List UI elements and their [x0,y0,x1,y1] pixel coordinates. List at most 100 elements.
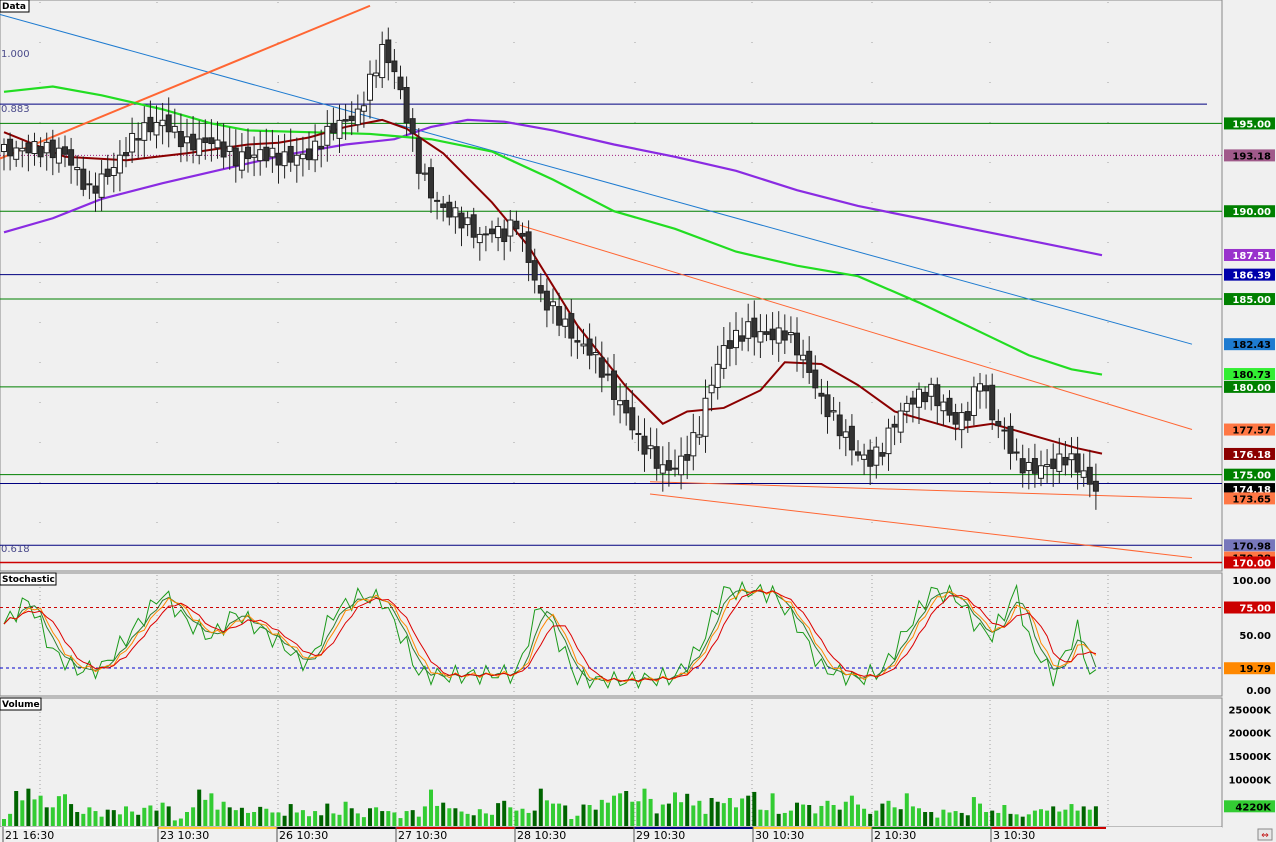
candle[interactable] [550,288,556,324]
candle[interactable] [116,140,123,192]
candle[interactable] [885,418,892,471]
candle[interactable] [208,119,215,162]
candle[interactable] [909,390,916,423]
price-horizontal-lines[interactable] [0,103,1222,564]
candlesticks[interactable] [1,27,1099,510]
candle[interactable] [714,345,721,400]
candle[interactable] [135,122,142,159]
candle[interactable] [519,222,526,252]
candle[interactable] [98,160,105,212]
candle[interactable] [647,427,654,459]
candle[interactable] [757,314,764,359]
candle[interactable] [903,395,910,424]
candle[interactable] [989,373,996,430]
price-panel[interactable]: Data 1.000 0.618 0.883 [0,0,1223,572]
candle[interactable] [251,136,258,177]
candle[interactable] [458,206,465,247]
candle[interactable] [763,314,770,342]
candle[interactable] [373,59,380,88]
candle[interactable] [196,120,203,165]
candle[interactable] [153,105,160,149]
candle[interactable] [379,31,386,88]
candle[interactable] [531,248,538,294]
candle[interactable] [556,292,563,337]
candle[interactable] [31,132,38,166]
candle[interactable] [702,379,709,453]
trend-line[interactable] [519,224,1193,431]
candle[interactable] [623,383,630,426]
candle[interactable] [617,383,624,424]
candle[interactable] [879,442,886,466]
candle[interactable] [440,195,447,222]
candle[interactable] [568,299,575,357]
candle[interactable] [263,128,270,168]
candle[interactable] [397,65,404,100]
candle[interactable] [141,106,148,158]
candle[interactable] [37,137,44,168]
candle[interactable] [25,134,32,172]
candle[interactable] [1025,448,1032,490]
candle[interactable] [43,132,50,171]
candle[interactable] [403,76,410,136]
candle[interactable] [220,123,227,169]
candle[interactable] [592,336,599,374]
trend-lines[interactable] [0,4,1193,559]
candle[interactable] [306,131,312,170]
candle[interactable] [812,355,819,399]
candle[interactable] [1050,443,1057,487]
candle[interactable] [7,132,14,171]
candle[interactable] [1001,417,1008,450]
candle[interactable] [354,94,361,133]
candle[interactable] [49,129,56,176]
candle[interactable] [293,137,300,183]
candle[interactable] [970,376,977,426]
candle[interactable] [245,128,251,173]
candle[interactable] [74,155,81,186]
candle[interactable] [312,124,319,173]
candle[interactable] [55,137,62,173]
candle[interactable] [659,446,666,492]
candle[interactable] [824,380,831,434]
candle[interactable] [238,133,245,179]
candle[interactable] [739,317,746,351]
candle[interactable] [720,327,727,379]
candle[interactable] [409,108,416,152]
candle[interactable] [946,390,953,423]
candle[interactable] [367,60,373,119]
candle[interactable] [147,100,154,141]
candle[interactable] [62,135,68,168]
scroll-button-box[interactable] [1257,828,1273,841]
trend-line[interactable] [649,493,1193,559]
candle[interactable] [781,314,788,354]
candle[interactable] [342,104,349,140]
candle[interactable] [1013,438,1020,461]
candle[interactable] [751,300,758,356]
candle[interactable] [598,341,605,393]
candle[interactable] [171,108,178,139]
candle[interactable] [92,172,99,212]
candle[interactable] [482,225,489,252]
candle[interactable] [452,200,459,234]
candle[interactable] [507,210,514,252]
candle[interactable] [733,312,739,366]
candle[interactable] [690,413,697,471]
candle[interactable] [708,366,715,412]
candle[interactable] [391,49,398,90]
candle[interactable] [86,170,93,200]
candle[interactable] [336,104,343,154]
scroll-button[interactable]: ⇔ [1257,828,1273,841]
candle[interactable] [977,373,983,409]
candle[interactable] [684,435,691,480]
candle[interactable] [348,101,355,136]
candle[interactable] [257,131,264,176]
candle[interactable] [202,119,209,160]
candle[interactable] [434,191,441,220]
candle[interactable] [1092,463,1099,510]
candle[interactable] [678,437,685,490]
candle[interactable] [123,137,129,168]
candle[interactable] [635,415,642,452]
candle[interactable] [470,207,477,249]
candle[interactable] [934,377,941,425]
candle[interactable] [495,217,502,252]
